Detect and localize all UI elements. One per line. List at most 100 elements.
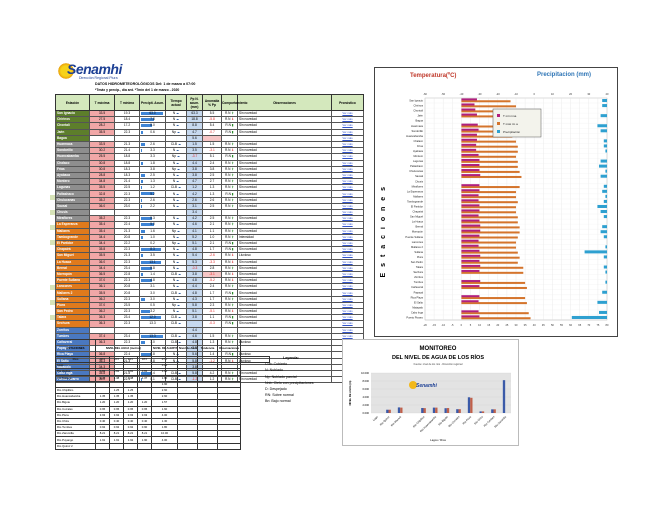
cloud-icon: ☁ bbox=[177, 185, 182, 190]
row-marker bbox=[50, 195, 55, 200]
regime-code: R.N bbox=[224, 284, 232, 289]
tmin-bar bbox=[461, 123, 478, 126]
tmin-bar bbox=[461, 234, 480, 237]
forecast-link[interactable]: Ver más bbox=[342, 203, 353, 208]
precip-value: 8.3 bbox=[150, 247, 155, 252]
station-tick-label: Rica Playa bbox=[411, 295, 424, 299]
forecast-link[interactable]: Ver más bbox=[342, 333, 353, 338]
forecast-link[interactable]: Ver más bbox=[342, 302, 353, 307]
forecast-link[interactable]: Ver más bbox=[342, 265, 353, 270]
forecast-link[interactable]: Ver más bbox=[342, 228, 353, 233]
precip-bar bbox=[141, 186, 143, 190]
regime-code: R.N bbox=[224, 142, 232, 147]
precip-bar bbox=[141, 248, 161, 252]
forecast-link[interactable]: Ver más bbox=[342, 148, 353, 153]
hydro-row: Río Chipillico 1.25 1.25 2.60 bbox=[55, 386, 270, 395]
station-tick-label: Chontalí bbox=[413, 109, 423, 113]
forecast-link[interactable]: Ver más bbox=[342, 253, 353, 258]
forecast-link[interactable]: Ver más bbox=[342, 284, 353, 289]
forecast-link[interactable]: Ver más bbox=[342, 247, 353, 252]
sky-code: CLB bbox=[170, 333, 178, 338]
forecast-link[interactable]: Ver más bbox=[342, 309, 353, 314]
cloud-icon: ☁ bbox=[176, 154, 181, 159]
river-x-tick: Río Chira bbox=[473, 414, 484, 425]
tmin-bar bbox=[461, 108, 476, 111]
forecast-link[interactable]: Ver más bbox=[342, 290, 353, 295]
forecast-link[interactable]: Ver más bbox=[342, 296, 353, 301]
station-tick-label: San Ignacio bbox=[409, 99, 423, 103]
sky-code: CLB bbox=[170, 142, 178, 147]
forecast-link[interactable]: Ver más bbox=[342, 154, 353, 159]
legend-item: N: Nublado bbox=[265, 368, 283, 373]
forecast-link[interactable]: Ver más bbox=[342, 166, 353, 171]
cloud-icon: ☁ bbox=[176, 228, 181, 233]
station-row: Talara 36.3 23.4 12.0 CLB ☁ 3.8 1.1 R.N ▮ Sin no… bbox=[55, 314, 364, 322]
legend-title: Leyenda: bbox=[283, 356, 299, 360]
forecast-link[interactable]: Ver más bbox=[342, 197, 353, 202]
legend-item: Cub: Cubierto bbox=[265, 362, 288, 367]
sky-code: Np bbox=[171, 228, 177, 233]
precip-value: 13.1 bbox=[149, 259, 156, 264]
sky-code: Np bbox=[171, 154, 177, 159]
forecast-link[interactable]: Ver más bbox=[342, 216, 353, 221]
tmin-bar bbox=[461, 189, 480, 192]
precip-bar bbox=[141, 272, 144, 276]
precip-value: 12.0 bbox=[149, 315, 156, 320]
station-tick-label: Chalaco bbox=[413, 139, 423, 143]
x-tick-bottom: 25 bbox=[505, 323, 508, 327]
precip-value: 5.0 bbox=[150, 222, 155, 227]
river-x-tick: Río Bigote bbox=[437, 414, 449, 426]
legend-label: T mín ima bbox=[503, 114, 517, 118]
x-tick-bottom: 70 bbox=[587, 323, 590, 327]
forecast-link[interactable]: Ver más bbox=[342, 271, 353, 276]
trend-up-icon: ⇧ bbox=[231, 197, 235, 202]
temperature-chart-title: Temperatura(ºC) bbox=[410, 73, 457, 79]
forecast-link[interactable]: Ver más bbox=[342, 222, 353, 227]
forecast-link[interactable]: Ver más bbox=[342, 135, 353, 140]
forecast-link[interactable]: Ver más bbox=[342, 160, 353, 165]
x-tick-top: 20 bbox=[569, 92, 572, 96]
trend-up-icon: ⇧ bbox=[231, 179, 235, 184]
forecast-link[interactable]: Ver más bbox=[342, 315, 353, 320]
column-header: T máxima bbox=[89, 94, 115, 111]
station-tick-label: La Huaca bbox=[412, 220, 424, 224]
precip-value: 3.2 bbox=[150, 309, 155, 314]
station-tick-label: Sausal bbox=[415, 174, 423, 178]
forecast-link[interactable]: Ver más bbox=[342, 179, 353, 184]
river-bar-06h bbox=[467, 397, 471, 413]
cloud-icon: ☁ bbox=[176, 222, 180, 227]
forecast-link[interactable]: Ver más bbox=[342, 172, 353, 177]
forecast-link[interactable]: Ver más bbox=[342, 210, 353, 215]
forecast-link[interactable]: Ver más bbox=[342, 129, 353, 134]
precip-bar bbox=[141, 279, 152, 283]
river-bar-07h bbox=[446, 408, 450, 413]
precip-bar bbox=[605, 194, 607, 198]
forecast-link[interactable]: Ver más bbox=[342, 142, 353, 147]
trend-up-icon: ⇧ bbox=[231, 296, 235, 301]
sun-logo-icon bbox=[57, 62, 75, 80]
forecast-link[interactable]: Ver más bbox=[342, 241, 353, 246]
forecast-link[interactable]: Ver más bbox=[342, 111, 353, 116]
forecast-link[interactable]: Ver más bbox=[342, 278, 353, 283]
station-row: Chapairá 35.8 22.3 8.3 N ☁ 4.8 1.7 R.N ▮ Sin nov… bbox=[55, 246, 364, 254]
cloud-icon: ☁ bbox=[177, 142, 182, 147]
forecast-link[interactable]: Ver más bbox=[342, 191, 353, 196]
forecast-link[interactable]: Ver más bbox=[342, 327, 353, 332]
river-bar-07h bbox=[423, 408, 426, 413]
tmin-bar bbox=[461, 169, 480, 172]
forecast-link[interactable]: Ver más bbox=[342, 259, 353, 264]
trend-up-icon: ⇧ bbox=[231, 111, 235, 116]
station-row: Tumbes 37.4 23.4 13.3 CLB ☁ 4.6 1.5 R.N ⇧ Sin no… bbox=[55, 332, 364, 340]
precip-value: 5.0 bbox=[150, 123, 155, 128]
tmin-bar bbox=[461, 133, 477, 136]
forecast-link[interactable]: Ver más bbox=[342, 123, 353, 128]
row-marker bbox=[50, 210, 55, 215]
forecast-link[interactable]: Ver más bbox=[342, 117, 353, 122]
forecast-link[interactable]: Ver más bbox=[342, 185, 353, 190]
forecast-link[interactable]: Ver más bbox=[342, 234, 353, 239]
chart-logo-sun-icon bbox=[409, 381, 417, 389]
forecast-link[interactable]: Ver más bbox=[342, 321, 353, 326]
station-tick-label: Lagunas bbox=[413, 159, 424, 163]
x-tick-bottom: 10 bbox=[478, 323, 481, 327]
river-y-tick: 8.000 bbox=[363, 379, 370, 383]
